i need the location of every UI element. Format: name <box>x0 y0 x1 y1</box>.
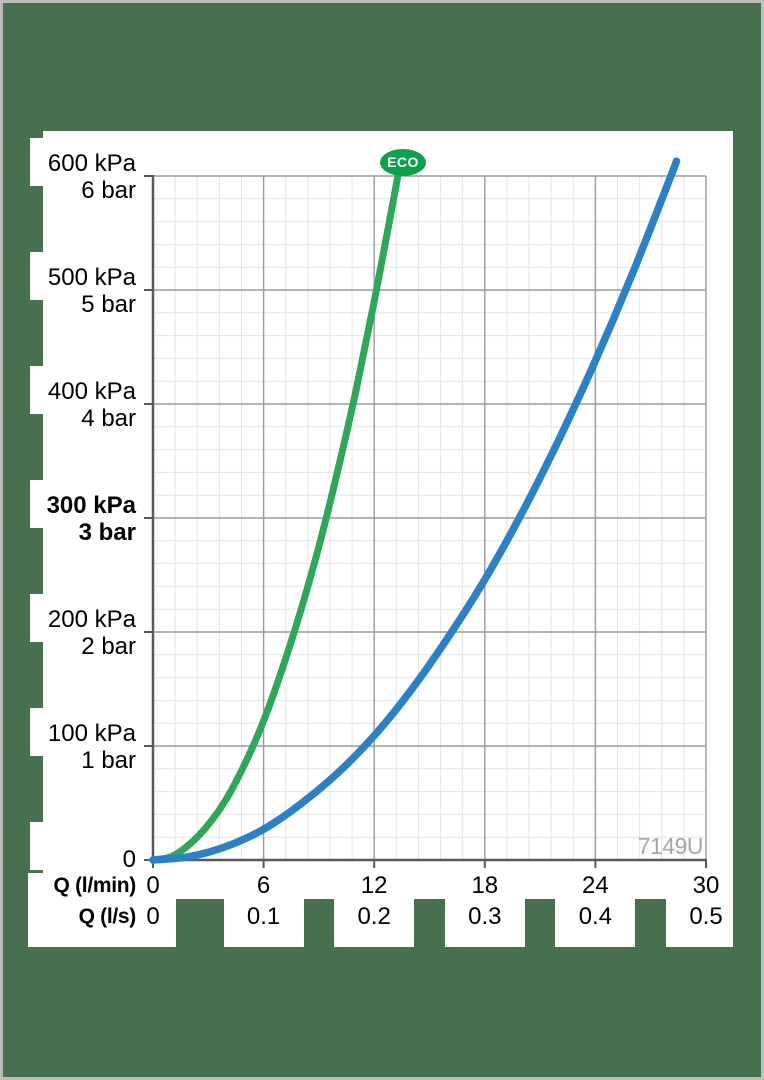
y-axis-tick-label: 100 kPa 1 bar <box>30 720 136 774</box>
x-tick-lmin-label: 30 <box>692 872 720 899</box>
y-tick-kpa-text: 500 kPa <box>47 264 136 291</box>
x-tick-ls-label: 0 <box>146 903 160 930</box>
y-tick-bar-text: 4 bar <box>81 405 136 432</box>
eco-badge-label: ECO <box>387 154 419 170</box>
pressure-flow-chart <box>144 157 707 868</box>
y-tick-bar-text: 5 bar <box>81 291 136 318</box>
x-tick-ls-label: 0.3 <box>468 903 502 930</box>
x-axis-row1-label: Q (l/min) <box>53 874 137 897</box>
y-axis-tick-label: 300 kPa 3 bar <box>30 492 136 546</box>
x-tick-ls-label: 0.5 <box>689 903 723 930</box>
y-tick-kpa-text: 400 kPa <box>47 378 136 405</box>
y-tick-kpa-text: 300 kPa <box>46 492 136 519</box>
y-label-tab <box>30 252 43 300</box>
y-tick-bar-text: 1 bar <box>81 747 136 774</box>
y-label-tab <box>30 366 43 414</box>
eco-badge: ECO <box>380 149 426 176</box>
y-tick-bar-text: 3 bar <box>78 519 136 546</box>
x-tick-lmin-label: 12 <box>360 872 388 899</box>
y-label-tab <box>30 708 43 756</box>
y-axis-tick-label: 200 kPa 2 bar <box>30 606 136 660</box>
y-axis-tick-label: 0 <box>30 846 136 873</box>
x-tick-lmin-label: 18 <box>471 872 499 899</box>
y-tick-kpa-text: 0 <box>122 846 136 873</box>
x-tick-lmin-label: 6 <box>256 872 271 899</box>
x-label-tab <box>555 899 636 947</box>
y-tick-kpa-text: 100 kPa <box>47 720 136 747</box>
y-axis-tick-label: 600 kPa 6 bar <box>30 150 136 204</box>
series-curve-standard <box>149 157 681 864</box>
y-label-tab <box>30 480 43 528</box>
x-label-tab <box>666 899 733 947</box>
y-axis-tick-label: 400 kPa 4 bar <box>30 378 136 432</box>
x-tick-lmin-label: 0 <box>146 872 160 899</box>
x-label-tab <box>334 899 415 947</box>
bottom-left-label-panel <box>28 873 176 947</box>
x-label-tab <box>223 899 304 947</box>
y-label-tab <box>30 822 43 870</box>
y-tick-bar-text: 2 bar <box>81 633 136 660</box>
x-axis-row2-label: Q (l/s) <box>78 905 137 928</box>
y-label-tab <box>30 138 43 186</box>
y-label-tab <box>30 594 43 642</box>
x-tick-lmin-label: 24 <box>582 872 609 899</box>
x-label-tab <box>444 899 525 947</box>
x-tick-ls-label: 0.2 <box>357 903 391 930</box>
y-tick-bar-text: 6 bar <box>81 177 136 204</box>
series-curve-eco <box>149 161 404 864</box>
model-code-watermark: 7149U <box>637 833 704 859</box>
x-tick-ls-label: 0.1 <box>246 903 281 930</box>
y-tick-kpa-text: 200 kPa <box>47 606 136 633</box>
y-axis-tick-label: 500 kPa 5 bar <box>30 264 136 318</box>
x-tick-ls-label: 0.4 <box>578 903 613 930</box>
y-tick-kpa-text: 600 kPa <box>47 150 136 177</box>
